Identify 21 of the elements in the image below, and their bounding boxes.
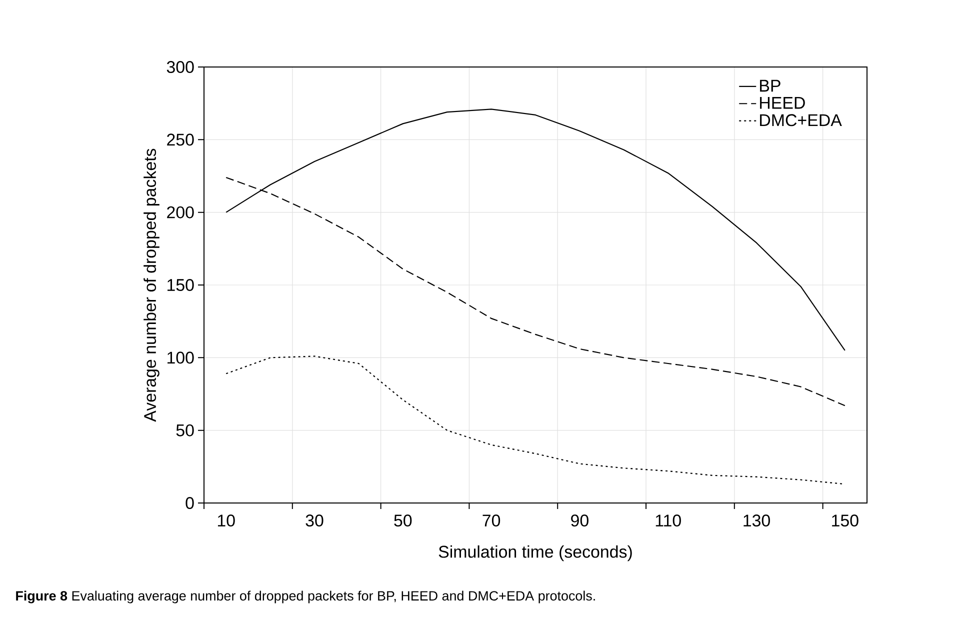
text: Figure 8 Evaluating average number of dropped packets for BP, HEED and DMC+EDA protocols. <box>16 590 595 604</box>
x-tick-label: 70 <box>482 514 500 527</box>
x-tick-label: 150 <box>832 514 858 527</box>
legend-label: BP <box>760 80 780 92</box>
y-tick-label: 200 <box>167 206 194 218</box>
legend-label: DMC+EDA <box>760 114 842 126</box>
x-tick-label: 90 <box>571 514 588 527</box>
legend-label: HEED <box>760 97 805 109</box>
x-axis-title: Simulation time (seconds) <box>438 545 632 562</box>
x-tick-label: 10 <box>218 514 235 527</box>
x-tick-label: 30 <box>306 514 324 527</box>
y-axis-title: Average number of dropped packets <box>144 148 160 422</box>
y-tick-label: 300 <box>166 61 194 74</box>
x-tick-label: 110 <box>656 514 681 527</box>
y-tick-label: 250 <box>167 134 194 146</box>
x-tick-label: 130 <box>744 514 770 527</box>
y-tick-label: 150 <box>168 279 194 292</box>
y-tick-label: 50 <box>176 424 194 436</box>
x-tick-label: 50 <box>394 514 412 527</box>
y-tick-label: 0 <box>186 497 194 510</box>
y-tick-label: 100 <box>168 352 194 364</box>
